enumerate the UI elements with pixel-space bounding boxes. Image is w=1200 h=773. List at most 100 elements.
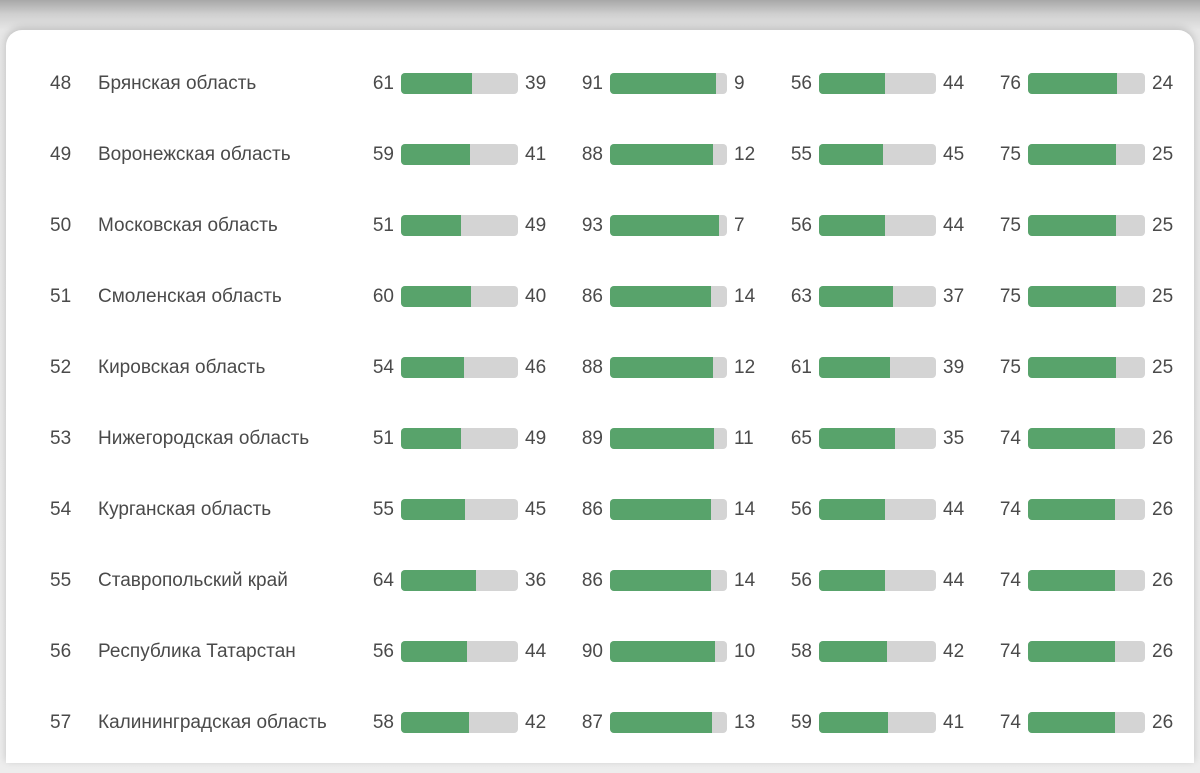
metric-bar-group: 51 49: [358, 215, 559, 237]
metric-right-value: 45: [943, 143, 965, 165]
metric-bar: [819, 428, 936, 449]
metric-right-value: 7: [734, 214, 745, 236]
metric-bar: [819, 499, 936, 520]
metric-left-value: 60: [372, 285, 394, 307]
metric-bar-fill: [610, 286, 711, 307]
metric-left-value: 75: [999, 356, 1021, 378]
metric-bar-group: 55 45: [358, 499, 559, 521]
metric-bar-group: 51 49: [358, 428, 559, 450]
metric-left-value: 90: [581, 640, 603, 662]
metric-bar-group: 56 44: [358, 641, 559, 663]
metric-bar-group: 86 14: [567, 499, 768, 521]
metric-right-value: 41: [525, 143, 547, 165]
metric-bar-fill: [401, 570, 476, 591]
metric-right-value: 44: [525, 640, 547, 662]
region-name: Кировская область: [98, 356, 266, 378]
metric-right-value: 11: [734, 427, 754, 449]
metric-bar: [401, 499, 518, 520]
row-rank: 52: [50, 356, 72, 378]
metric-right-value: 44: [943, 569, 965, 591]
metric-bar-fill: [610, 73, 717, 94]
metric-bar-fill: [610, 712, 712, 733]
metric-right-value: 42: [943, 640, 965, 662]
metric-left-value: 56: [790, 498, 812, 520]
metric-left-value: 55: [372, 498, 394, 520]
metric-bar-fill: [610, 357, 713, 378]
metric-bars: 59 41 88 12 55 45 75: [358, 144, 1194, 166]
metric-bar: [819, 215, 936, 236]
region-name: Калининградская область: [98, 711, 327, 733]
metric-bar-fill: [1028, 570, 1115, 591]
table-row: 48 Брянская область 61 39 91 9 56: [6, 48, 1194, 119]
metric-bar-group: 59 41: [358, 144, 559, 166]
table-row: 51 Смоленская область 60 40 86 14 63: [6, 261, 1194, 332]
metric-bar-fill: [401, 712, 469, 733]
metric-bars: 64 36 86 14 56 44 74: [358, 570, 1194, 592]
metric-bar-fill: [401, 215, 461, 236]
metric-right-value: 9: [734, 72, 745, 94]
rows: 48 Брянская область 61 39 91 9 56: [6, 48, 1194, 758]
metric-bar-group: 74 26: [985, 428, 1186, 450]
metric-bar: [401, 712, 518, 733]
metric-left-value: 75: [999, 214, 1021, 236]
metric-bar: [401, 215, 518, 236]
metric-bar-fill: [610, 570, 711, 591]
table-row: 55 Ставропольский край 64 36 86 14 56: [6, 545, 1194, 616]
metric-bar: [819, 712, 936, 733]
metric-left-value: 89: [581, 427, 603, 449]
metric-right-value: 49: [525, 214, 547, 236]
region-name: Воронежская область: [98, 143, 291, 165]
row-rank: 56: [50, 640, 72, 662]
metric-bar: [819, 286, 936, 307]
metric-bar: [610, 641, 727, 662]
table-row: 52 Кировская область 54 46 88 12 61: [6, 332, 1194, 403]
metric-right-value: 26: [1152, 498, 1174, 520]
metric-bar-group: 86 14: [567, 286, 768, 308]
metric-bar-group: 75 25: [985, 286, 1186, 308]
metric-bar-fill: [401, 286, 472, 307]
metric-bar: [1028, 428, 1145, 449]
metric-bar-fill: [401, 499, 466, 520]
metric-left-value: 51: [372, 214, 394, 236]
metric-left-value: 64: [372, 569, 394, 591]
metric-right-value: 25: [1152, 285, 1174, 307]
metric-bar: [610, 712, 727, 733]
metric-right-value: 13: [734, 711, 756, 733]
row-rank: 48: [50, 72, 72, 94]
metric-left-value: 56: [790, 569, 812, 591]
metric-bar: [401, 570, 518, 591]
metric-bar: [1028, 144, 1145, 165]
metric-bar-fill: [401, 641, 467, 662]
metric-bar-group: 56 44: [776, 499, 977, 521]
metric-bar: [610, 428, 727, 449]
metric-right-value: 46: [525, 356, 547, 378]
metric-bar-group: 88 12: [567, 357, 768, 379]
metric-right-value: 36: [525, 569, 547, 591]
metric-right-value: 25: [1152, 214, 1174, 236]
metric-bar-group: 87 13: [567, 712, 768, 734]
metric-bar: [1028, 357, 1145, 378]
region-name: Брянская область: [98, 72, 257, 94]
metric-bars: 55 45 86 14 56 44 74: [358, 499, 1194, 521]
row-rank: 53: [50, 427, 72, 449]
metric-right-value: 25: [1152, 356, 1174, 378]
metric-right-value: 26: [1152, 427, 1174, 449]
metric-left-value: 55: [790, 143, 812, 165]
row-rank: 51: [50, 285, 72, 307]
metric-right-value: 41: [943, 711, 965, 733]
metric-bar-group: 74 26: [985, 499, 1186, 521]
region-name: Курганская область: [98, 498, 272, 520]
metric-bar-fill: [610, 428, 715, 449]
region-name: Республика Татарстан: [98, 640, 296, 662]
metric-left-value: 59: [790, 711, 812, 733]
metric-right-value: 14: [734, 569, 756, 591]
metric-bars: 60 40 86 14 63 37 75: [358, 286, 1194, 308]
metric-bar-group: 64 36: [358, 570, 559, 592]
metric-bar: [1028, 641, 1145, 662]
metric-bar: [401, 144, 518, 165]
metric-bars: 51 49 93 7 56 44 75: [358, 215, 1194, 237]
metric-left-value: 93: [581, 214, 603, 236]
metric-right-value: 26: [1152, 569, 1174, 591]
metric-bar-group: 65 35: [776, 428, 977, 450]
